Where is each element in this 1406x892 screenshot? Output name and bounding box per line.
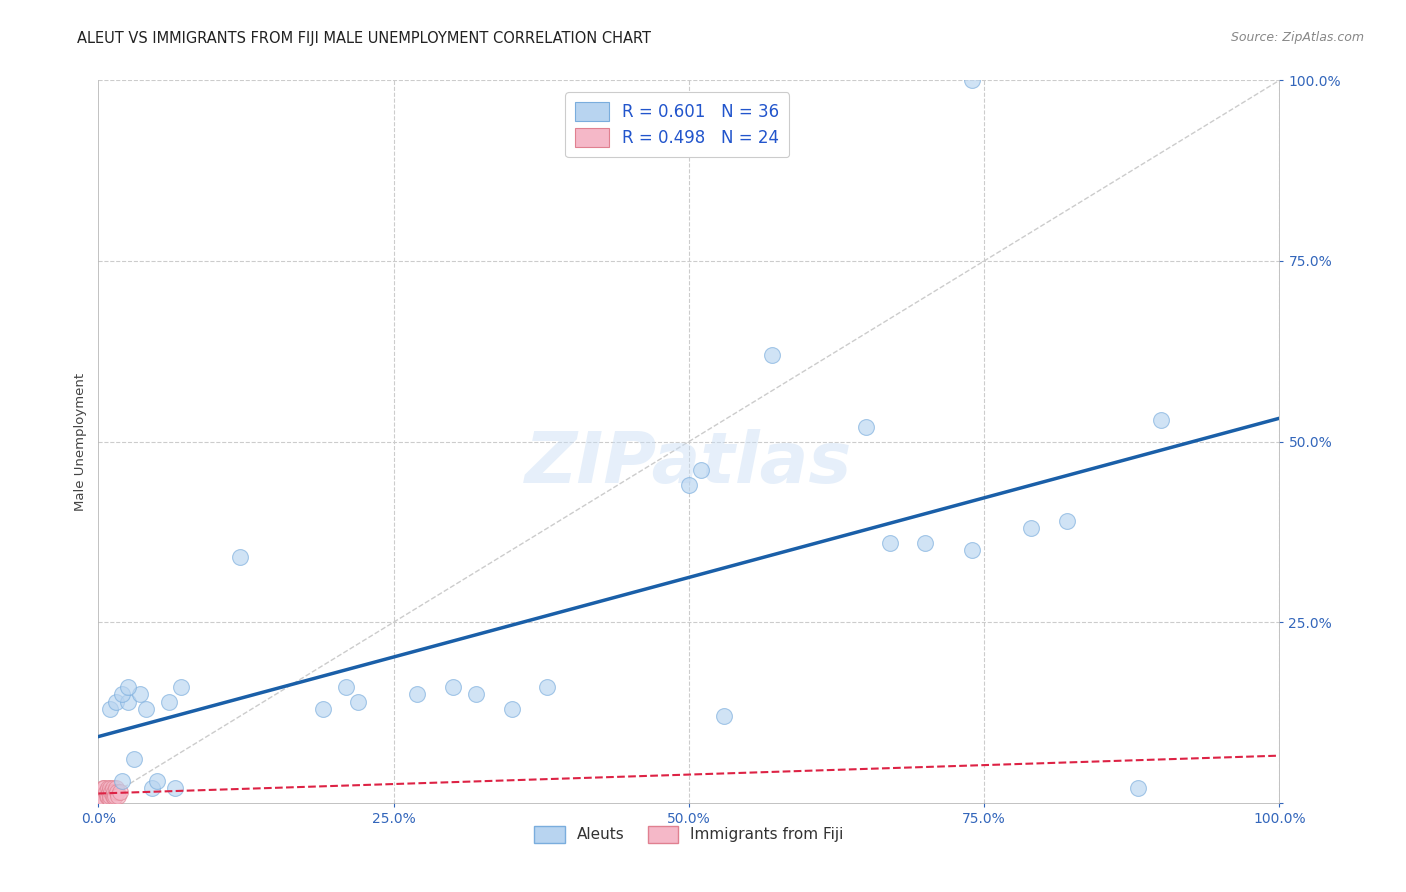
Text: ALEUT VS IMMIGRANTS FROM FIJI MALE UNEMPLOYMENT CORRELATION CHART: ALEUT VS IMMIGRANTS FROM FIJI MALE UNEMP… <box>77 31 651 46</box>
Point <box>312 702 335 716</box>
Point <box>97 790 120 805</box>
Text: ZIPatlas: ZIPatlas <box>526 429 852 498</box>
Point <box>501 702 523 716</box>
Point <box>335 680 357 694</box>
Point <box>157 695 180 709</box>
Text: Source: ZipAtlas.com: Source: ZipAtlas.com <box>1230 31 1364 45</box>
Point <box>678 478 700 492</box>
Point <box>347 695 370 709</box>
Point <box>914 535 936 549</box>
Point <box>536 680 558 694</box>
Point <box>97 781 120 796</box>
Point <box>91 789 114 803</box>
Point <box>1150 413 1173 427</box>
Point <box>962 73 984 87</box>
Point <box>122 752 145 766</box>
Point <box>90 785 112 799</box>
Point <box>105 781 128 796</box>
Point <box>117 680 139 694</box>
Point <box>170 680 193 694</box>
Point <box>406 687 429 701</box>
Point <box>1056 514 1078 528</box>
Point <box>1021 521 1043 535</box>
Point <box>87 789 110 803</box>
Point <box>103 790 125 805</box>
Point <box>101 789 124 803</box>
Point <box>111 687 134 701</box>
Point <box>98 781 121 796</box>
Point <box>103 785 125 799</box>
Point <box>689 463 711 477</box>
Point <box>229 550 252 565</box>
Point <box>98 785 121 799</box>
Point <box>107 789 129 803</box>
Legend: Aleuts, Immigrants from Fiji: Aleuts, Immigrants from Fiji <box>529 820 849 849</box>
Point <box>1126 781 1149 796</box>
Point <box>855 420 877 434</box>
Point <box>93 781 115 796</box>
Point <box>105 785 128 799</box>
Point <box>101 781 124 796</box>
Point <box>94 785 117 799</box>
Point <box>441 680 464 694</box>
Point <box>146 774 169 789</box>
Point <box>141 781 163 796</box>
Point <box>105 695 128 709</box>
Point <box>117 695 139 709</box>
Point <box>100 785 122 799</box>
Point <box>128 687 150 701</box>
Point <box>465 687 488 701</box>
Point <box>879 535 901 549</box>
Point <box>98 792 121 806</box>
Point <box>165 781 187 796</box>
Point <box>98 702 121 716</box>
Point <box>93 792 115 806</box>
Point <box>104 789 127 803</box>
Point <box>962 542 984 557</box>
Point <box>98 789 121 803</box>
Point <box>713 709 735 723</box>
Point <box>96 789 118 803</box>
Point <box>761 348 783 362</box>
Point <box>111 774 134 789</box>
Point <box>108 785 131 799</box>
Point <box>91 781 114 796</box>
Point <box>135 702 157 716</box>
Y-axis label: Male Unemployment: Male Unemployment <box>75 373 87 510</box>
